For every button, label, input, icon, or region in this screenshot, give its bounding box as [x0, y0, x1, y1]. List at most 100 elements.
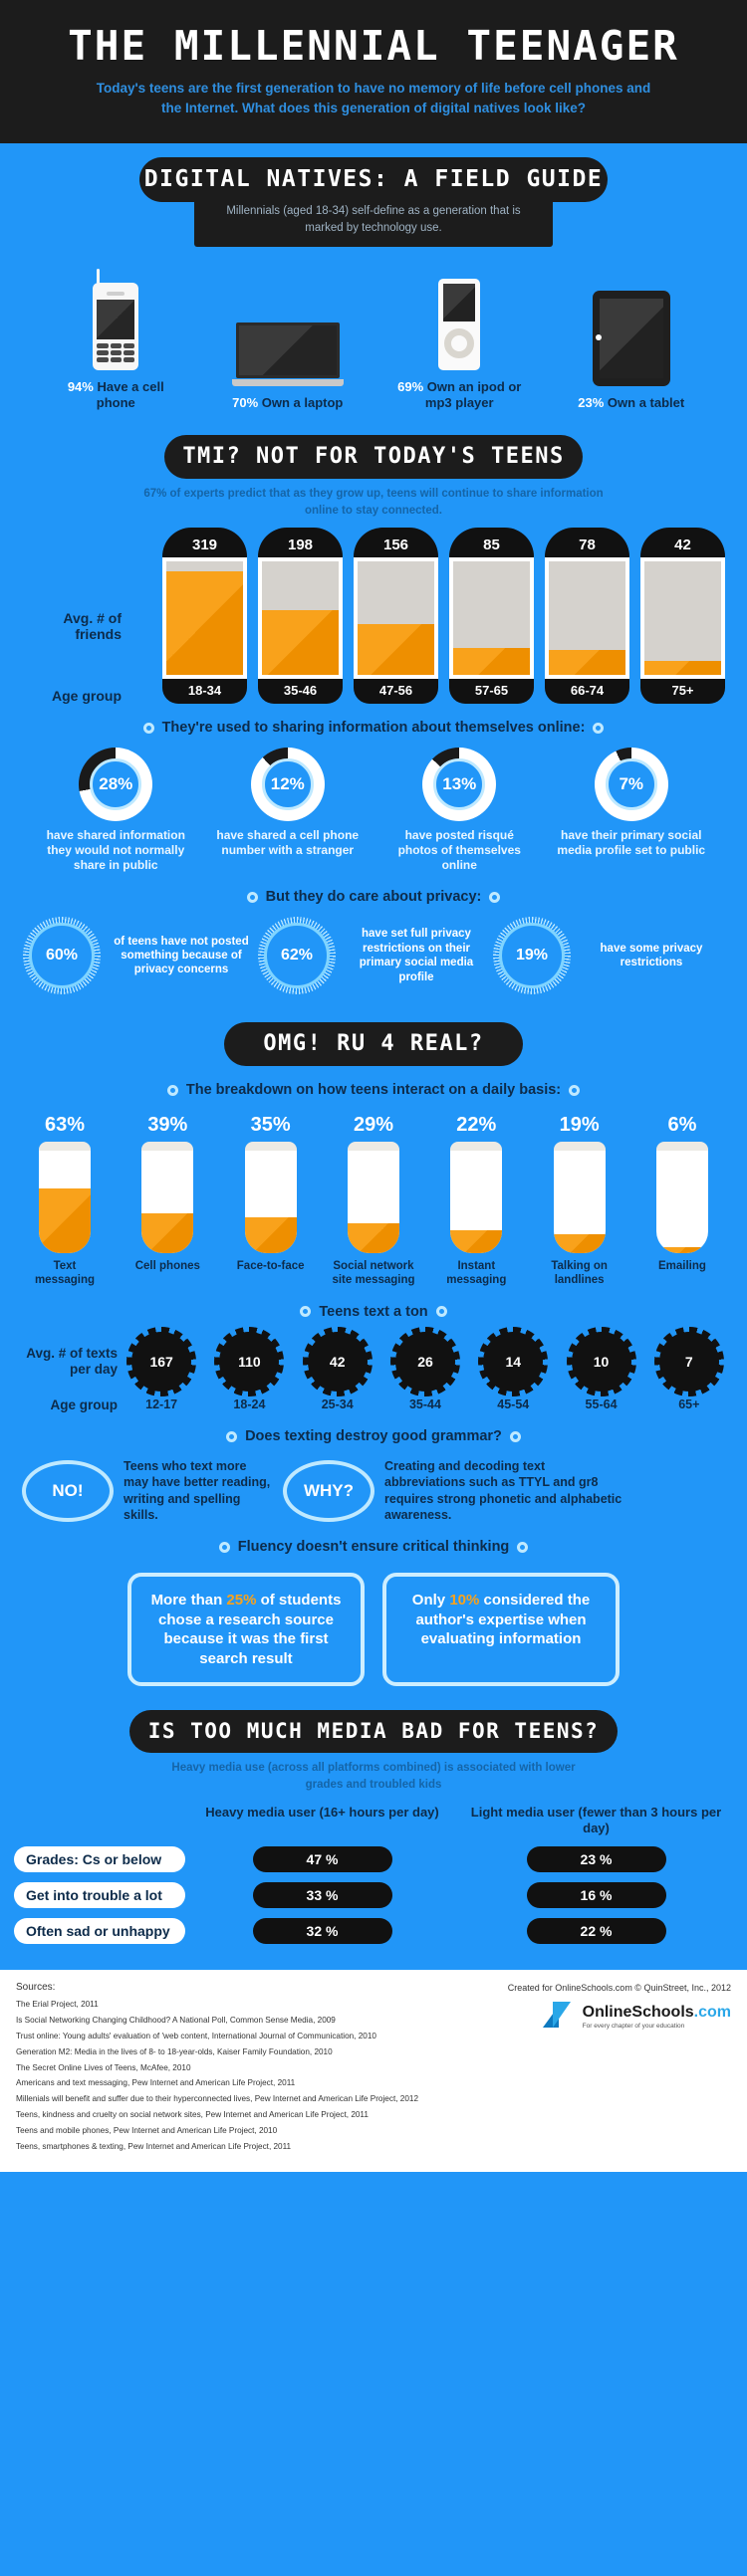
row-label: Get into trouble a lot	[14, 1882, 185, 1909]
friends-tube	[354, 557, 438, 680]
device-label: Own an ipod or mp3 player	[424, 379, 522, 411]
beaker-caption: Emailing	[658, 1260, 706, 1273]
sharing-ring: 12% have shared a cell phone number with …	[213, 748, 363, 873]
onlineschools-logo[interactable]: OnlineSchools.com For every chapter of y…	[444, 2002, 731, 2032]
friends-value: 198	[258, 528, 343, 560]
source-entry: Millenials will benefit and suffer due t…	[16, 2094, 418, 2104]
table-row: Often sad or unhappy 32 % 22 %	[14, 1918, 733, 1945]
privacy-rings-row: 60% of teens have not posted something be…	[0, 911, 747, 995]
table-row: Get into trouble a lot 33 % 16 %	[14, 1882, 733, 1909]
texts-age-row: Age group 12-17 18-24 25-34 35-44 45-54 55-64…	[0, 1392, 747, 1413]
research-card-2: Only 10% considered the author's experti…	[382, 1573, 620, 1687]
node-dot-icon	[142, 722, 154, 734]
section-omg: OMG! RU 4 REAL? The breakdown on how tee…	[0, 1000, 747, 1711]
beaker-icon	[655, 1142, 708, 1254]
friends-age-label: 75+	[640, 679, 725, 705]
grammar-lead-text: Does texting destroy good grammar?	[245, 1428, 502, 1445]
gear-value: 14	[505, 1353, 522, 1370]
sources-block: Sources: The Erial Project, 2011 Is Socia…	[16, 1982, 444, 2157]
cell-phone-icon	[93, 269, 139, 371]
logo-tld: .com	[693, 2003, 731, 2021]
beaker-value: 22%	[456, 1114, 497, 1137]
ring-caption: have shared a cell phone number with a s…	[216, 828, 360, 858]
friends-bar-chart: Avg. # of friends Age group 319 18-34 198 3…	[0, 520, 747, 705]
media-col-heavy: Heavy media user (16+ hours per day)	[205, 1804, 439, 1820]
ipod-icon	[438, 279, 481, 371]
friends-tube	[640, 557, 725, 680]
device-caption: 69% Own an ipod or mp3 player	[394, 379, 524, 410]
bubble-why: WHY?	[283, 1459, 374, 1522]
node-dot-icon	[300, 1306, 312, 1318]
gear-icon: 14	[478, 1326, 549, 1396]
node-dot-icon	[226, 1430, 238, 1442]
laptop-icon	[231, 322, 344, 387]
sharing-lead: They're used to sharing information abou…	[0, 720, 747, 736]
texts-axis-label: Avg. # of texts per day	[26, 1346, 118, 1377]
texting-lead-text: Teens text a ton	[319, 1303, 428, 1320]
device-caption: 70% Own a laptop	[223, 395, 353, 411]
source-entry: Is Social Networking Changing Childhood?…	[16, 2016, 336, 2026]
ring-gauge: 7%	[594, 748, 668, 822]
cell-light: 16 %	[526, 1882, 666, 1909]
gear-icon: 10	[566, 1326, 636, 1396]
ring-caption: have shared information they would not n…	[46, 828, 185, 873]
row-label: Grades: Cs or below	[14, 1846, 185, 1873]
research-cards: More than 25% of students chose a resear…	[0, 1561, 747, 1687]
logo-tagline: For every chapter of your education	[582, 2022, 685, 2030]
section4-note: Heavy media use (across all platforms co…	[171, 1762, 576, 1792]
gear-icon: 167	[126, 1326, 197, 1396]
section4-heading: IS TOO MUCH MEDIA BAD FOR TEENS?	[129, 1710, 618, 1754]
section2-heading: TMI? NOT FOR TODAY'S TEENS	[164, 434, 583, 479]
bubble-no: NO!	[22, 1459, 114, 1522]
friends-tube	[258, 557, 343, 680]
ring-value: 62%	[280, 947, 314, 965]
media-table-header: Heavy media user (16+ hours per day) Lig…	[14, 1805, 733, 1837]
beaker-icon	[141, 1142, 194, 1254]
section-media: IS TOO MUCH MEDIA BAD FOR TEENS? Heavy m…	[0, 1710, 747, 1971]
ring-caption: have set full privacy restrictions on th…	[359, 928, 474, 983]
friends-bar: 198 35-46	[258, 528, 343, 705]
card2-post: considered the author's expertise when e…	[415, 1592, 591, 1648]
node-dot-icon	[435, 1306, 447, 1318]
media-col-light: Light media user (fewer than 3 hours per…	[470, 1804, 722, 1835]
gear-age-label: 25-34	[321, 1397, 354, 1412]
cell-light: 22 %	[526, 1918, 666, 1945]
ring-value: 28%	[99, 774, 133, 794]
fluency-lead: Fluency doesn't ensure critical thinking	[0, 1539, 747, 1555]
beaker-caption: Instant messaging	[446, 1260, 507, 1286]
section-digital-natives: DIGITAL NATIVES: A FIELD GUIDE Millennia…	[0, 143, 747, 417]
ring-value: 60%	[45, 947, 79, 965]
node-dot-icon	[246, 891, 258, 903]
ring-caption: have some privacy restrictions	[600, 942, 703, 969]
card2-pre: Only	[411, 1592, 450, 1610]
ring-gauge: 62%	[258, 917, 336, 995]
beaker-caption: Social network site messaging	[332, 1260, 415, 1286]
gear-icon: 110	[214, 1326, 285, 1396]
why-explanation: Creating and decoding text abbreviations…	[384, 1459, 622, 1522]
source-entry: The Secret Online Lives of Teens, McAfee…	[16, 2062, 191, 2072]
row-label: Often sad or unhappy	[14, 1918, 185, 1945]
ring-caption: of teens have not posted something becau…	[114, 935, 249, 976]
cell-heavy: 47 %	[252, 1846, 392, 1873]
section2-note: 67% of experts predict that as they grow…	[143, 487, 604, 517]
beaker-item: 39% Cell phones	[124, 1114, 210, 1288]
fluency-lead-text: Fluency doesn't ensure critical thinking	[237, 1539, 510, 1556]
beaker-item: 63% Text messaging	[22, 1114, 108, 1288]
beaker-value: 63%	[44, 1114, 86, 1137]
gear-value: 26	[417, 1353, 433, 1370]
no-explanation: Teens who text more may have better read…	[124, 1459, 271, 1522]
friends-bar: 78 66-74	[545, 528, 629, 705]
friends-age-label: 35-46	[258, 679, 343, 705]
node-dot-icon	[509, 1430, 521, 1442]
age-axis-label: Age group	[52, 688, 122, 705]
created-for-text: Created for OnlineSchools.com © QuinStre…	[507, 1983, 731, 1994]
friends-age-label: 57-65	[449, 679, 534, 705]
beaker-item: 6% Emailing	[639, 1114, 725, 1288]
beaker-icon	[244, 1142, 297, 1254]
beaker-icon	[553, 1142, 606, 1254]
gear-value: 167	[149, 1353, 173, 1370]
source-entry: Teens, kindness and cruelty on social ne…	[16, 2110, 369, 2120]
node-dot-icon	[569, 1084, 581, 1096]
texting-lead: Teens text a ton	[0, 1304, 747, 1320]
cell-light: 23 %	[526, 1846, 666, 1873]
